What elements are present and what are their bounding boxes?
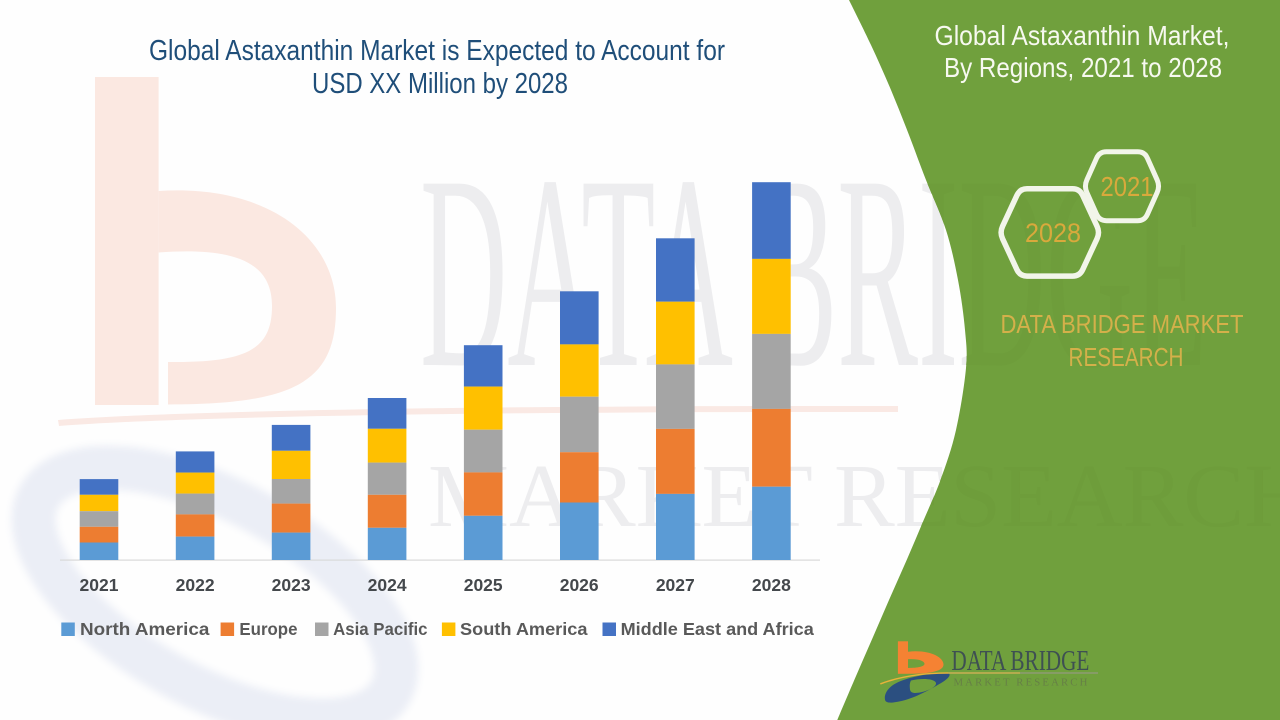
svg-text:2021: 2021 <box>1101 171 1154 202</box>
svg-text:MARKET RESEARCH: MARKET RESEARCH <box>954 678 1090 689</box>
svg-text:2027: 2027 <box>656 575 695 595</box>
svg-text:USD XX Million by 2028: USD XX Million by 2028 <box>312 68 568 100</box>
svg-text:2024: 2024 <box>368 575 407 595</box>
svg-text:By Regions, 2021 to 2028: By Regions, 2021 to 2028 <box>944 52 1222 83</box>
svg-text:North America: North America <box>80 619 210 639</box>
svg-text:RESEARCH: RESEARCH <box>1069 342 1184 372</box>
svg-text:Middle East and Africa: Middle East and Africa <box>621 619 814 639</box>
svg-text:South America: South America <box>460 619 588 639</box>
svg-text:2022: 2022 <box>176 575 215 595</box>
svg-text:DATA BRIDGE MARKET: DATA BRIDGE MARKET <box>1001 309 1244 339</box>
svg-text:2028: 2028 <box>1025 218 1081 248</box>
svg-text:DATA BRIDGE: DATA BRIDGE <box>951 646 1089 677</box>
svg-text:2023: 2023 <box>272 575 311 595</box>
svg-text:2025: 2025 <box>464 575 503 595</box>
svg-text:2028: 2028 <box>752 575 791 595</box>
svg-text:Global Astaxanthin Market,: Global Astaxanthin Market, <box>935 20 1230 51</box>
svg-text:2021: 2021 <box>80 575 119 595</box>
svg-text:Europe: Europe <box>239 619 297 639</box>
svg-text:Global Astaxanthin Market is E: Global Astaxanthin Market is Expected to… <box>149 35 725 67</box>
svg-text:2026: 2026 <box>560 575 599 595</box>
svg-text:Asia Pacific: Asia Pacific <box>333 619 428 639</box>
